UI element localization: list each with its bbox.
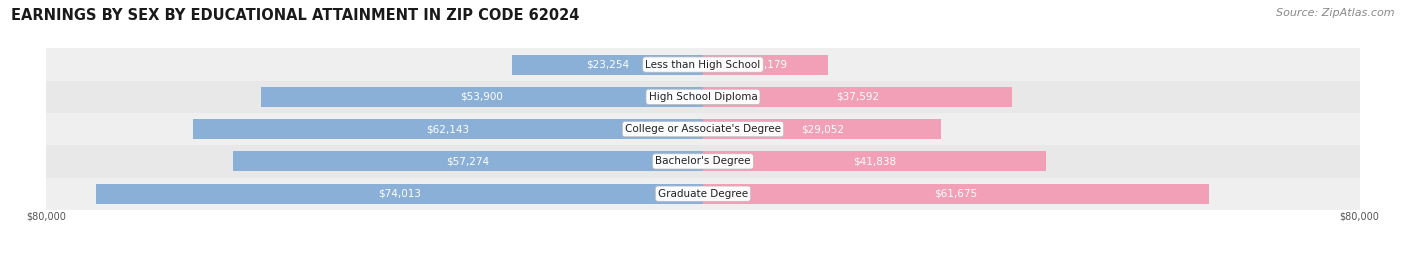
- Text: Less than High School: Less than High School: [645, 59, 761, 70]
- Bar: [703, 151, 1046, 171]
- Text: Bachelor's Degree: Bachelor's Degree: [655, 156, 751, 167]
- Bar: [46, 145, 1360, 178]
- Bar: [703, 184, 1209, 204]
- Bar: [46, 178, 1360, 210]
- Bar: [512, 55, 703, 75]
- Bar: [46, 48, 1360, 81]
- Text: EARNINGS BY SEX BY EDUCATIONAL ATTAINMENT IN ZIP CODE 62024: EARNINGS BY SEX BY EDUCATIONAL ATTAINMEN…: [11, 8, 579, 23]
- Bar: [703, 55, 828, 75]
- Bar: [96, 184, 703, 204]
- Text: Source: ZipAtlas.com: Source: ZipAtlas.com: [1277, 8, 1395, 18]
- Text: $62,143: $62,143: [426, 124, 470, 134]
- Text: $15,179: $15,179: [744, 59, 787, 70]
- Bar: [233, 151, 703, 171]
- Text: High School Diploma: High School Diploma: [648, 92, 758, 102]
- Bar: [260, 87, 703, 107]
- Text: $53,900: $53,900: [460, 92, 503, 102]
- Text: $57,274: $57,274: [447, 156, 489, 167]
- Text: College or Associate's Degree: College or Associate's Degree: [626, 124, 780, 134]
- Text: $61,675: $61,675: [935, 189, 977, 199]
- Text: $41,838: $41,838: [853, 156, 896, 167]
- Text: $37,592: $37,592: [835, 92, 879, 102]
- Text: Graduate Degree: Graduate Degree: [658, 189, 748, 199]
- Text: $29,052: $29,052: [801, 124, 844, 134]
- Bar: [46, 81, 1360, 113]
- Bar: [703, 87, 1011, 107]
- Text: $74,013: $74,013: [378, 189, 420, 199]
- Bar: [46, 113, 1360, 145]
- Bar: [193, 119, 703, 139]
- Bar: [703, 119, 942, 139]
- Text: $23,254: $23,254: [586, 59, 628, 70]
